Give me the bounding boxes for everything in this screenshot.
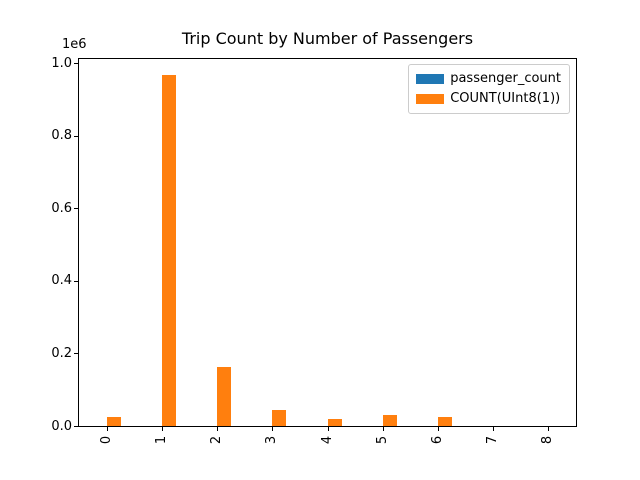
y-tick-label: 0.0 [51,418,72,434]
x-tick-mark [217,427,219,431]
x-tick-label: 5 [374,435,390,445]
y-axis-offset-label: 1e6 [62,37,87,52]
y-tick-mark [74,63,78,64]
x-tick-label: 3 [264,435,280,445]
x-tick-mark [548,427,550,431]
y-tick-mark [74,135,78,137]
x-tick-mark [382,427,384,431]
x-tick-mark [493,427,495,431]
x-tick-mark [327,427,329,431]
x-tick-label: 7 [485,435,501,445]
legend-swatch-passenger_count [416,74,445,84]
bar-COUNT(UInt8(1))-0 [106,416,121,426]
y-tick-label: 0.6 [51,200,72,216]
y-tick-mark [74,280,78,282]
x-tick-mark [106,427,108,431]
plot-area: passenger_count COUNT(UInt8(1)) [78,58,577,427]
bar-COUNT(UInt8(1))-4 [327,419,342,426]
bar-COUNT(UInt8(1))-2 [217,366,232,426]
legend-item: COUNT(UInt8(1)) [416,89,561,109]
y-tick-label: 0.8 [51,128,72,144]
legend-label: passenger_count [450,71,561,86]
bar-COUNT(UInt8(1))-1 [161,74,176,426]
x-tick-mark [161,427,163,431]
bar-COUNT(UInt8(1))-3 [272,410,287,426]
y-tick-label: 0.4 [51,273,72,289]
x-tick-label: 6 [429,435,445,445]
x-tick-label: 2 [209,435,225,445]
legend: passenger_count COUNT(UInt8(1)) [408,64,570,114]
y-tick-label: 0.2 [51,345,72,361]
bar-COUNT(UInt8(1))-6 [437,417,452,426]
x-tick-label: 8 [540,435,556,445]
x-tick-label: 1 [153,435,169,445]
y-tick-mark [74,426,78,427]
x-tick-mark [272,427,274,431]
legend-swatch-COUNT(UInt8(1)) [416,94,445,104]
x-tick-label: 4 [319,435,335,445]
y-tick-mark [74,353,78,355]
y-tick-mark [74,208,78,210]
chart-title: Trip Count by Number of Passengers [181,29,474,48]
bar-COUNT(UInt8(1))-5 [382,415,397,426]
x-tick-mark [437,427,439,431]
legend-item: passenger_count [416,69,561,89]
y-tick-label: 1.0 [51,55,72,71]
x-tick-label: 0 [98,435,114,445]
legend-label: COUNT(UInt8(1)) [450,91,561,106]
